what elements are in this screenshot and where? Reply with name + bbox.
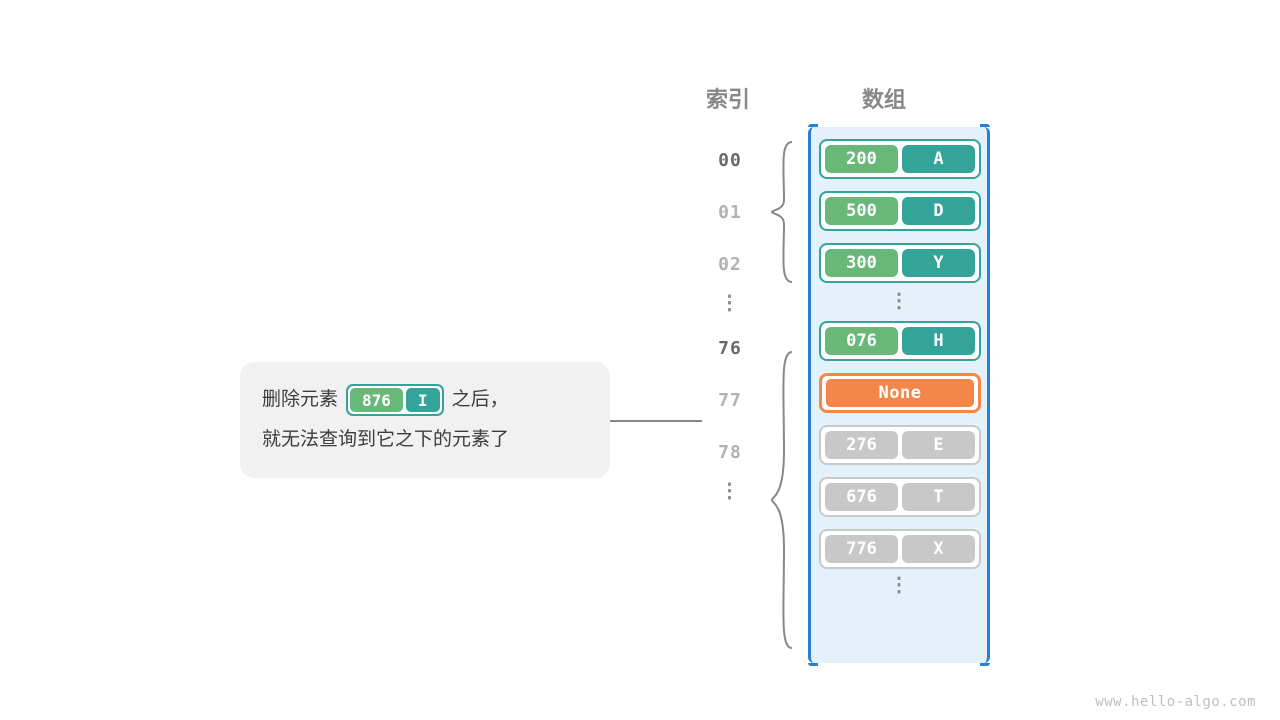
cell-02: 300 Y: [819, 243, 981, 283]
cell-val: E: [902, 431, 975, 459]
cell-key: 276: [825, 431, 898, 459]
cell-val: H: [902, 327, 975, 355]
callout-val: I: [406, 388, 440, 412]
array-ellipsis-2: ⋮: [819, 579, 979, 589]
index-ellipsis-1: ⋮: [700, 296, 760, 312]
callout-suffix: 之后，: [452, 385, 509, 415]
cell-key: 300: [825, 249, 898, 277]
cell-val: A: [902, 145, 975, 173]
watermark: www.hello-algo.com: [1095, 694, 1256, 710]
cell-extra-2: 776 X: [819, 529, 981, 569]
index-02: 02: [700, 244, 760, 284]
index-01: 01: [700, 192, 760, 232]
cell-76: 076 H: [819, 321, 981, 361]
cell-key: 676: [825, 483, 898, 511]
cell-val: X: [902, 535, 975, 563]
cell-00: 200 A: [819, 139, 981, 179]
index-ellipsis-2: ⋮: [700, 484, 760, 500]
cell-key: 500: [825, 197, 898, 225]
none-label: None: [826, 379, 974, 407]
callout-key: 876: [350, 388, 403, 412]
callout-box: 删除元素 876 I 之后， 就无法查询到它之下的元素了: [240, 362, 610, 478]
cell-key: 076: [825, 327, 898, 355]
cell-val: D: [902, 197, 975, 225]
array-ellipsis-1: ⋮: [819, 295, 979, 305]
cell-78: 276 E: [819, 425, 981, 465]
cell-key: 776: [825, 535, 898, 563]
connector-line: [610, 420, 702, 422]
index-78: 78: [700, 432, 760, 472]
brace-top: [770, 140, 796, 284]
cell-val: T: [902, 483, 975, 511]
index-column: 00 01 02 ⋮ 76 77 78 ⋮: [700, 140, 760, 516]
callout-line-1: 删除元素 876 I 之后，: [262, 384, 588, 416]
index-76: 76: [700, 328, 760, 368]
header-array: 数组: [862, 82, 906, 114]
hash-delete-diagram: 索引 数组 00 01 02 ⋮ 76 77 78 ⋮ 200 A 500 D …: [0, 0, 1280, 720]
array-container: 200 A 500 D 300 Y ⋮ 076 H None 276 E 676…: [808, 127, 990, 663]
header-index: 索引: [706, 82, 750, 114]
cell-77-none: None: [819, 373, 981, 413]
index-00: 00: [700, 140, 760, 180]
cell-extra-1: 676 T: [819, 477, 981, 517]
brace-bottom: [770, 350, 796, 650]
callout-prefix: 删除元素: [262, 385, 338, 415]
callout-line-2: 就无法查询到它之下的元素了: [262, 425, 588, 455]
index-77: 77: [700, 380, 760, 420]
cell-key: 200: [825, 145, 898, 173]
cell-val: Y: [902, 249, 975, 277]
cell-01: 500 D: [819, 191, 981, 231]
callout-element: 876 I: [346, 384, 444, 416]
